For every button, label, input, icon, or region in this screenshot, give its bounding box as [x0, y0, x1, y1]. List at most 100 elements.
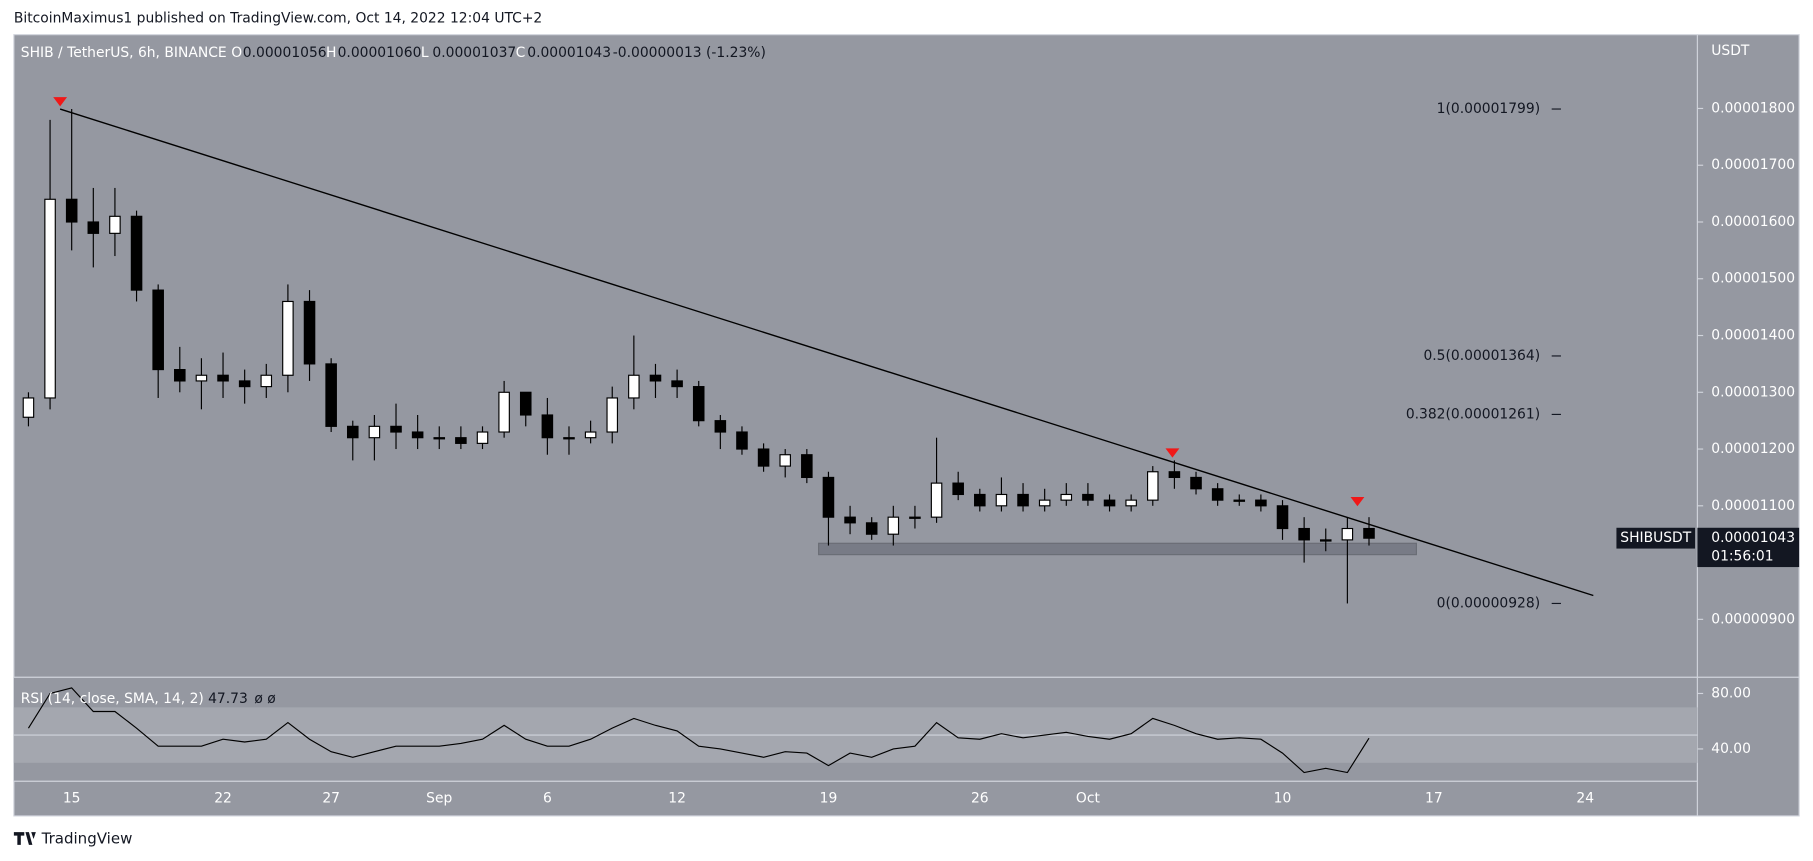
candle-body: [606, 397, 619, 433]
candle-body: [455, 437, 467, 444]
peak-marker: [1165, 448, 1180, 458]
footer-brand: TradingView: [41, 830, 133, 848]
x-tick-label: 12: [668, 791, 686, 807]
candle-body: [87, 221, 100, 234]
candle-body: [411, 431, 424, 439]
candle-body: [174, 369, 186, 382]
candle-body: [671, 380, 683, 388]
x-tick-label: 10: [1274, 791, 1292, 807]
candle-body: [822, 476, 835, 518]
y-tick-label: 0.00000900: [1711, 611, 1795, 627]
rsi-value: 47.73: [208, 691, 248, 707]
rsi-line: [27, 687, 1370, 774]
y-tick-label: 40.00: [1711, 741, 1751, 757]
fib-level-label: 0.382(0.00001261): [1406, 406, 1540, 422]
candle-body: [865, 522, 878, 535]
candle-body: [303, 300, 316, 365]
rsi-symbols: ø ø: [254, 691, 275, 707]
plot-layer: 0.000009000.000010000.000011000.00001200…: [13, 100, 1800, 807]
candle-body: [909, 516, 921, 519]
y-tick-label: 80.00: [1711, 685, 1751, 701]
candle-body: [995, 493, 1008, 507]
legend-key: O: [231, 45, 242, 61]
candle-body: [1233, 499, 1246, 502]
candle-body: [1103, 499, 1116, 507]
symbol-badge: [1616, 527, 1696, 549]
support-zone: [818, 542, 1417, 556]
countdown-label: 01:56:01: [1711, 549, 1773, 565]
candle-body: [152, 289, 164, 371]
peak-marker: [1350, 496, 1365, 507]
candle-body: [1168, 471, 1181, 479]
candle-body: [584, 431, 597, 439]
candle-body: [1060, 493, 1073, 501]
x-tick-label: 27: [322, 791, 340, 807]
candle-body: [1190, 476, 1202, 490]
price-badge: [1697, 527, 1800, 568]
legend-change: -0.00000013 (-1.23%): [613, 45, 766, 61]
candle-body: [519, 391, 532, 416]
candle-body: [109, 215, 121, 234]
legend-value: 0.00001060: [338, 45, 422, 61]
y-tick-label: 0.00001600: [1711, 214, 1795, 230]
candle-body: [65, 198, 78, 223]
candle-body: [844, 516, 856, 524]
legend-key: L: [421, 45, 429, 61]
chart-title: SHIB / TetherUS, 6h, BINANCE: [21, 45, 227, 61]
candle-body: [433, 437, 446, 440]
y-tick-label: 0.00001800: [1711, 100, 1795, 116]
candle-body: [1255, 499, 1267, 507]
candle-body: [195, 374, 208, 382]
candle-body: [44, 198, 56, 399]
rsi-title: RSI (14, close, SMA, 14, 2): [21, 691, 204, 707]
candle-body: [1298, 527, 1310, 541]
candle-body: [476, 431, 489, 444]
y-tick-label: 0.00001500: [1711, 271, 1795, 287]
candle-body: [930, 482, 943, 518]
price-label: 0.00001043: [1711, 530, 1795, 546]
legend-value: 0.00001043: [527, 45, 611, 61]
candle-body: [130, 215, 143, 291]
candle-body: [1211, 488, 1224, 501]
peak-marker: [53, 97, 68, 107]
x-tick-label: Sep: [426, 791, 452, 807]
candle-body: [628, 374, 640, 399]
candle-body: [282, 300, 294, 376]
candle-body: [368, 425, 381, 439]
candle-body: [260, 374, 273, 388]
candle-body: [887, 516, 900, 535]
candle-body: [1341, 527, 1354, 541]
candle-body: [346, 425, 359, 439]
trendline: [59, 108, 1594, 597]
candle-body: [541, 414, 554, 439]
y-tick-label: 0.00001700: [1711, 157, 1795, 173]
legend-value: 0.00001056: [243, 45, 327, 61]
footer-logo: TradingView: [13, 830, 133, 848]
x-tick-label: 22: [214, 791, 232, 807]
candle-body: [649, 374, 662, 382]
candle-body: [779, 454, 791, 467]
candle-body: [1017, 493, 1029, 507]
candle-body: [1125, 499, 1137, 507]
candle-body: [1363, 527, 1375, 539]
candle-body: [692, 386, 705, 422]
candle-body: [563, 437, 575, 440]
candle-body: [325, 363, 337, 427]
publisher-line: BitcoinMaximus1 published on TradingView…: [14, 10, 542, 26]
candle-body: [1038, 499, 1051, 507]
fib-level-label: 1(0.00001799): [1437, 101, 1540, 117]
logo-icon: [13, 832, 36, 845]
candle-body: [736, 431, 748, 450]
legend-key: H: [326, 45, 336, 61]
candle-body: [217, 374, 229, 382]
y-tick-label: 0.00001300: [1711, 384, 1795, 400]
y-tick-label: 0.00001400: [1711, 328, 1795, 344]
x-tick-label: Oct: [1076, 791, 1101, 807]
price-unit: USDT: [1711, 43, 1750, 59]
candle-body: [714, 420, 727, 433]
x-tick-label: 17: [1425, 791, 1443, 807]
y-tick-label: 0.00001100: [1711, 498, 1795, 514]
